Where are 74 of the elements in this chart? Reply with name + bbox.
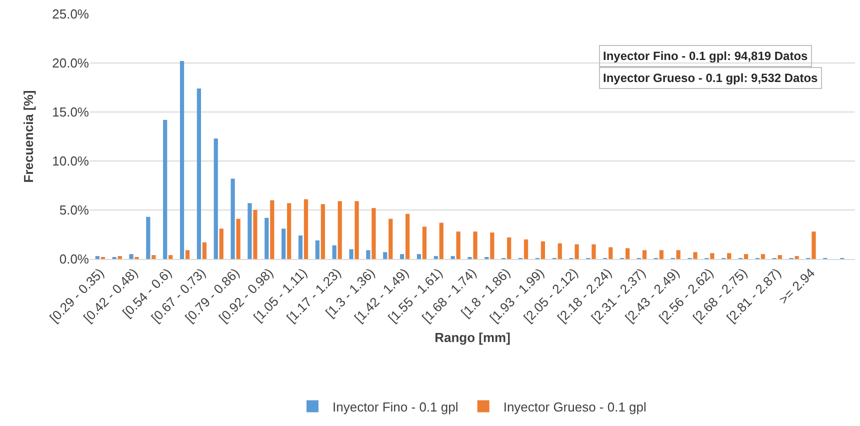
y-tick-label: 10.0% [52, 154, 90, 169]
bar [456, 232, 460, 259]
bar [366, 250, 370, 259]
y-tick-label: 20.0% [52, 56, 90, 71]
bar [574, 244, 579, 259]
bar [304, 199, 308, 259]
bar [524, 239, 528, 259]
bar [760, 254, 766, 259]
bar [338, 201, 342, 259]
bar [253, 210, 258, 259]
bar [230, 178, 235, 259]
legend-label: Inyector Fino - 0.1 gpl [332, 399, 458, 414]
bar [146, 216, 150, 259]
bar [354, 201, 359, 259]
bar [558, 243, 562, 259]
y-axis-title: Frecuencia [%] [21, 90, 36, 183]
bar [282, 228, 286, 259]
bar [812, 232, 816, 259]
bar [405, 214, 410, 259]
bar [168, 255, 173, 259]
bar [320, 204, 325, 259]
bar [473, 232, 478, 259]
bar [693, 252, 698, 259]
bar [659, 250, 664, 259]
bar [744, 254, 748, 259]
bar [95, 256, 100, 259]
bar [264, 218, 269, 259]
bar [388, 218, 393, 259]
bar [794, 256, 799, 259]
bar [400, 254, 404, 259]
y-tick-label: 25.0% [52, 6, 90, 22]
bar [236, 218, 240, 259]
bar [219, 228, 224, 259]
bar [315, 240, 320, 259]
bar [349, 249, 354, 259]
annotation: Inyector Grueso - 0.1 gpl: 9,532 Datos [603, 71, 818, 85]
bar [185, 250, 190, 259]
bar [642, 250, 647, 259]
bar [372, 208, 376, 259]
bar [129, 254, 134, 259]
legend-label: Inyector Grueso - 0.1 gpl [503, 399, 647, 414]
bar [422, 226, 427, 259]
annotation: Inyector Fino - 0.1 gpl: 94,819 Datos [603, 49, 808, 63]
bar [270, 200, 274, 259]
bar [196, 88, 202, 259]
y-tick-label: 0.0% [59, 252, 90, 267]
bar [332, 245, 336, 259]
bar [490, 232, 494, 259]
bar [439, 222, 444, 259]
bar [710, 253, 714, 259]
bar [163, 120, 168, 259]
bar [727, 253, 732, 259]
bar [214, 138, 218, 259]
bar [180, 61, 184, 259]
bar [383, 252, 388, 259]
bar [118, 256, 122, 259]
bar [434, 256, 438, 259]
y-tick-label: 15.0% [52, 104, 90, 120]
bar [248, 203, 252, 259]
bar [626, 248, 630, 259]
bar [450, 256, 455, 259]
bar [540, 241, 546, 259]
bar [416, 254, 422, 259]
bar [287, 203, 292, 259]
bar [298, 235, 303, 259]
x-axis-title: Rango [mm] [434, 330, 510, 345]
bar [202, 242, 207, 259]
bar [778, 255, 782, 259]
bar [507, 237, 512, 259]
bar [152, 255, 156, 259]
bar [676, 250, 680, 259]
y-tick-label: 5.0% [59, 202, 90, 218]
bar [608, 247, 613, 259]
bar [592, 244, 596, 259]
